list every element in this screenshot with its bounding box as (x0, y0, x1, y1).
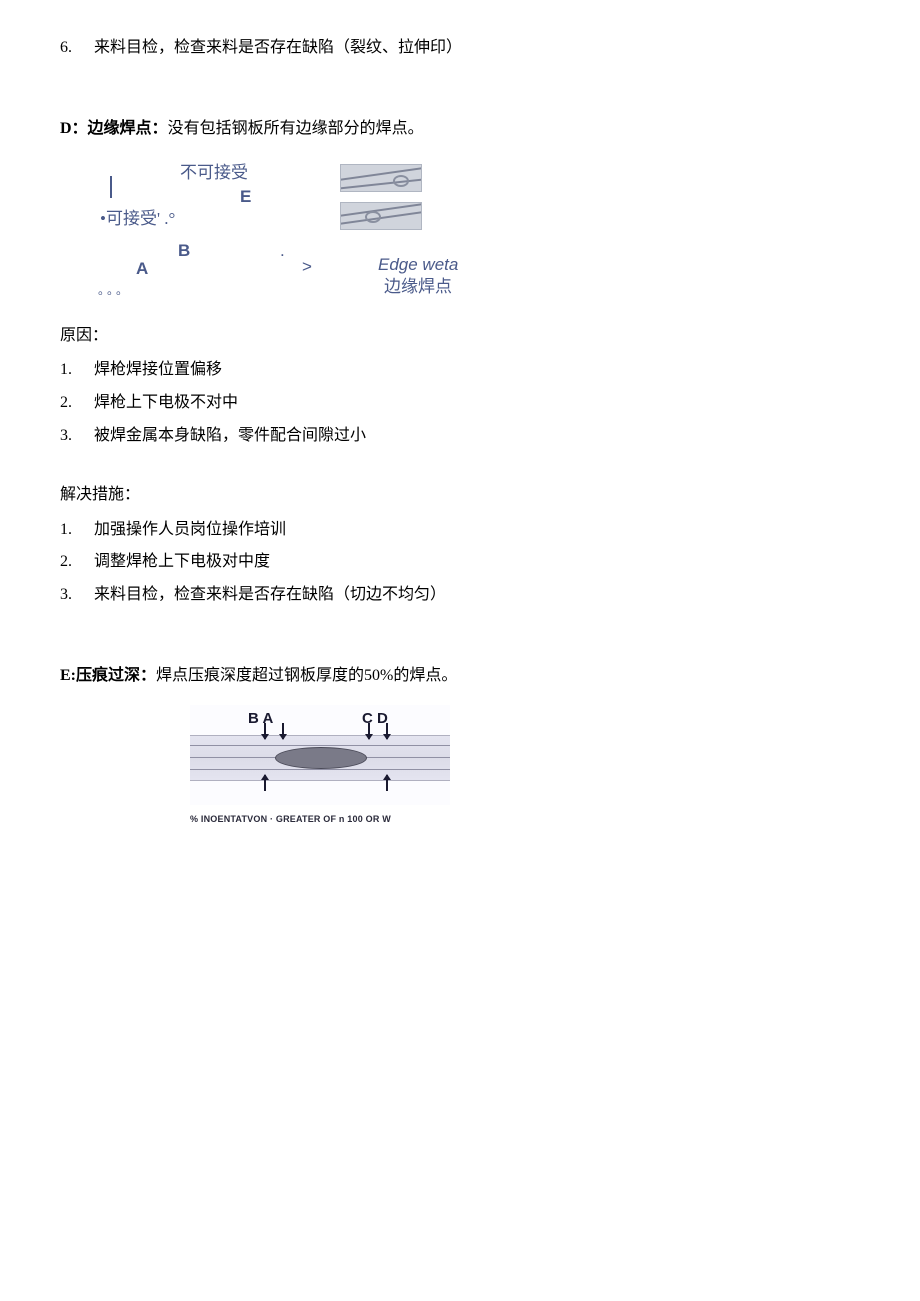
label-dot: . (280, 236, 285, 267)
label-b: B (178, 236, 190, 267)
list-text-6: 来料目检，检查来料是否存在缺陷（裂纹、拉伸印） (94, 39, 462, 56)
diagram-bar (110, 176, 112, 198)
arrow-b-top (264, 723, 266, 739)
cause-d-3-text: 被焊金属本身缺陷，零件配合间隙过小 (94, 427, 366, 444)
fix-d-2-text: 调整焊枪上下电极对中度 (94, 553, 270, 570)
fix-d-3-num: 3. (60, 581, 94, 610)
label-e: E (240, 182, 251, 213)
section-e-heading: E:压痕过深：焊点压痕深度超过钢板厚度的50%的焊点。 (60, 662, 860, 691)
fix-d-1: 1.加强操作人员岗位操作培训 (60, 516, 860, 545)
fix-d-3: 3.来料目检，检查来料是否存在缺陷（切边不均匀） (60, 581, 860, 610)
arrow-b-bot (264, 775, 266, 791)
label-gt: > (302, 252, 312, 283)
plate-line-top (190, 745, 450, 746)
cause-d-2-text: 焊枪上下电极不对中 (94, 394, 238, 411)
section-d-desc: 没有包括钢板所有边缘部分的焊点。 (168, 120, 424, 137)
cause-d-3: 3.被焊金属本身缺陷，零件配合间隙过小 (60, 422, 860, 451)
cause-d-1-num: 1. (60, 356, 94, 385)
arrow-d-bot (386, 775, 388, 791)
label-ellipsis: 。。。 (98, 280, 131, 302)
section-d-label: D：边缘焊点： (60, 120, 168, 137)
label-a: A (136, 254, 148, 285)
label-acceptable: •可接受' .° (100, 204, 175, 235)
list-num-6: 6. (60, 34, 94, 63)
label-ba: B A (248, 705, 273, 732)
thumb-unacceptable (340, 164, 422, 192)
cause-d-2-num: 2. (60, 389, 94, 418)
label-edge-cn: 边缘焊点 (384, 272, 452, 303)
list-item-6: 6.来料目检，检查来料是否存在缺陷（裂纹、拉伸印） (60, 34, 860, 63)
cause-d-3-num: 3. (60, 422, 94, 451)
label-unacceptable: 不可接受 (180, 158, 248, 189)
section-e-desc: 焊点压痕深度超过钢板厚度的50%的焊点。 (156, 667, 457, 684)
causes-d-title: 原因： (60, 322, 860, 351)
label-cd: C D (362, 705, 388, 732)
indentation-diagram: B A C D (190, 705, 450, 805)
weld-nugget (275, 747, 367, 769)
arrow-a-top (282, 723, 284, 739)
fixes-d-title: 解决措施： (60, 481, 860, 510)
arrow-d-top (386, 723, 388, 739)
fix-d-2: 2.调整焊枪上下电极对中度 (60, 548, 860, 577)
cause-d-1-text: 焊枪焊接位置偏移 (94, 361, 222, 378)
section-e-label: E:压痕过深： (60, 667, 156, 684)
fix-d-1-text: 加强操作人员岗位操作培训 (94, 521, 286, 538)
thumb-acceptable (340, 202, 422, 230)
cause-d-1: 1.焊枪焊接位置偏移 (60, 356, 860, 385)
fix-d-3-text: 来料目检，检查来料是否存在缺陷（切边不均匀） (94, 586, 446, 603)
indentation-caption: % INOENTATVON · GREATER OF n 100 OR W (190, 811, 860, 827)
section-d-heading: D：边缘焊点：没有包括钢板所有边缘部分的焊点。 (60, 115, 860, 144)
cause-d-2: 2.焊枪上下电极不对中 (60, 389, 860, 418)
fix-d-2-num: 2. (60, 548, 94, 577)
fix-d-1-num: 1. (60, 516, 94, 545)
edge-weld-diagram: 不可接受 E •可接受' .° B . A > 。。。 Edge weta 边缘… (80, 158, 460, 308)
plate-line-bot (190, 769, 450, 770)
arrow-c-top (368, 723, 370, 739)
